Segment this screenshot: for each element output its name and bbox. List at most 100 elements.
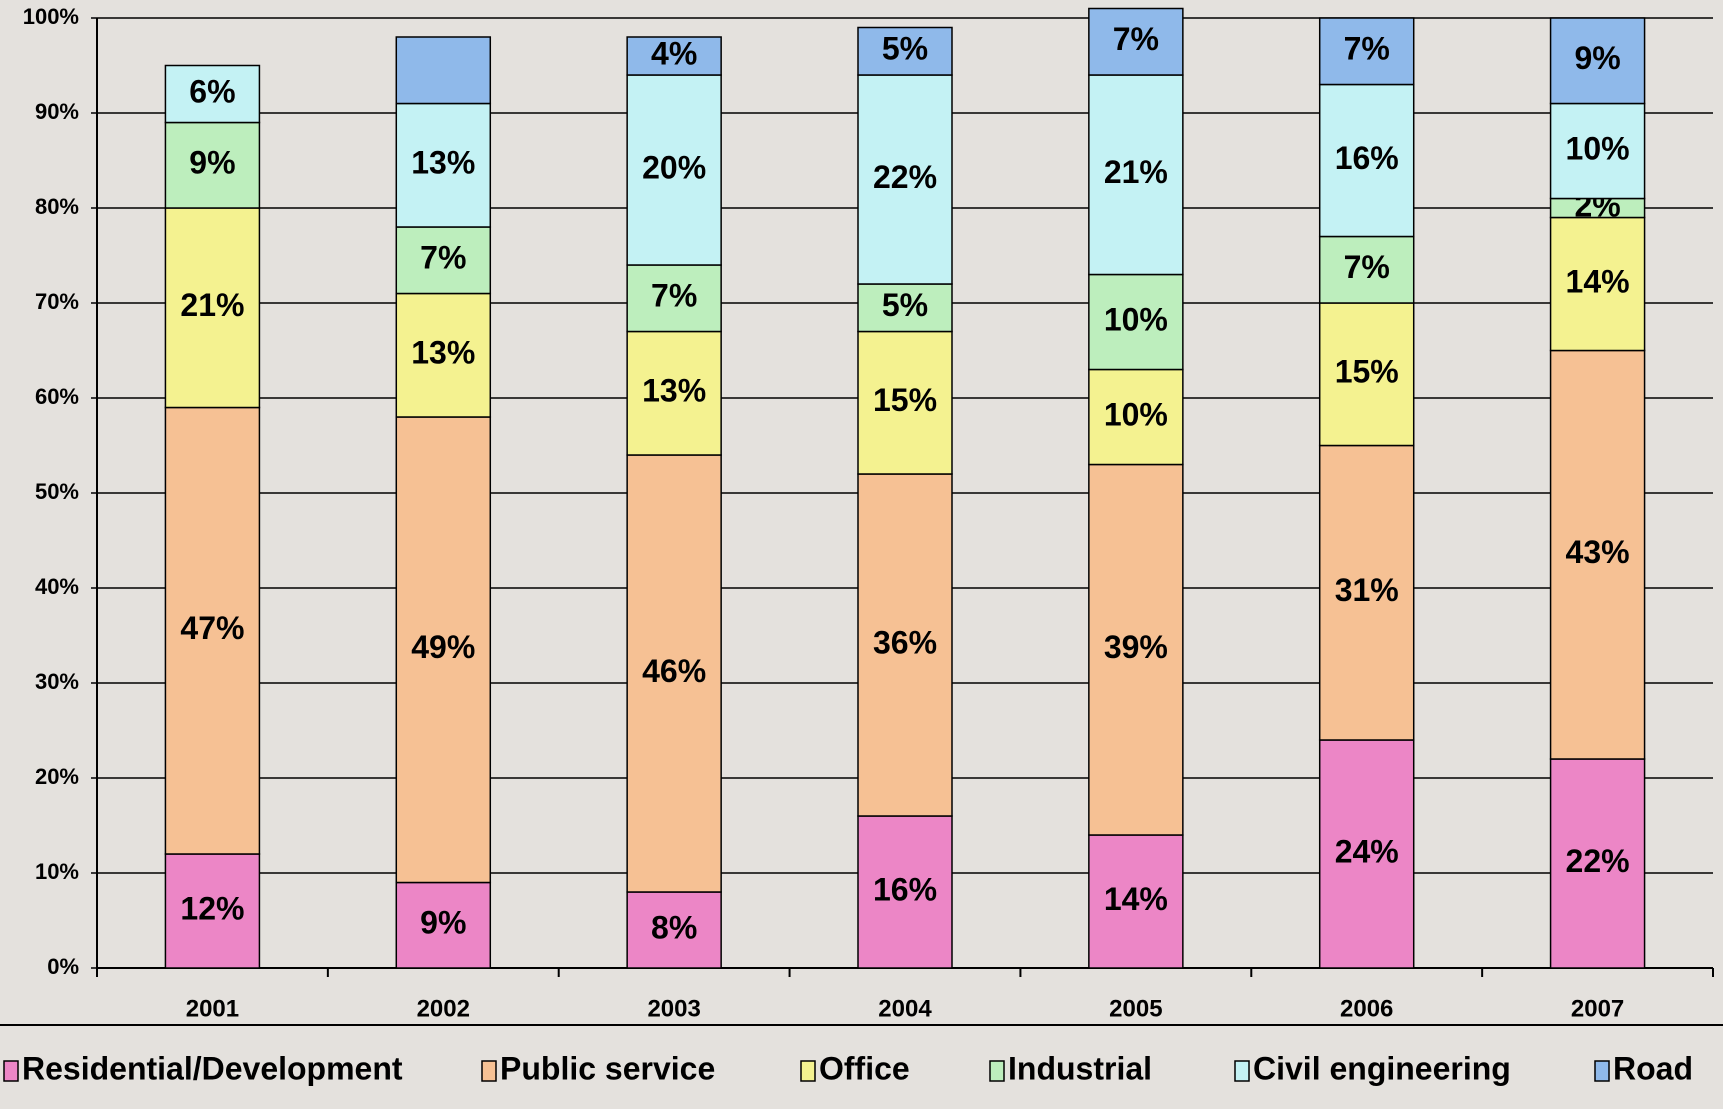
data-label: 46% [642, 653, 706, 689]
bar-segment [857, 815, 953, 969]
legend-swatch [800, 1060, 816, 1082]
bar-segment [1318, 739, 1415, 969]
y-tick-label: 20% [35, 764, 79, 789]
bar-segment [395, 881, 492, 969]
data-label: 9% [420, 905, 466, 941]
data-label: 16% [873, 871, 937, 907]
bar-segment [164, 121, 261, 209]
bar-segment [1088, 463, 1184, 836]
x-tick-label: 2003 [647, 995, 700, 1022]
data-label: 22% [873, 159, 937, 195]
data-label: 22% [1566, 843, 1630, 879]
data-label: 24% [1335, 833, 1399, 869]
bar-segment [1549, 349, 1646, 760]
data-label: 13% [642, 373, 706, 409]
bar-segment [164, 853, 261, 969]
data-label: 49% [411, 629, 475, 665]
bar-segment [1549, 17, 1646, 105]
y-tick-label: 30% [35, 669, 79, 694]
y-tick-label: 90% [35, 99, 79, 124]
bar-segment [164, 207, 261, 409]
x-tick-label: 2001 [186, 995, 239, 1022]
bar-segment [1549, 758, 1646, 969]
bar-segment [626, 74, 722, 266]
bar-segment [1088, 7, 1184, 76]
y-tick-label: 100% [23, 4, 79, 29]
legend-swatch [989, 1060, 1005, 1082]
bar-segment [395, 102, 492, 228]
x-tick-label: 2006 [1340, 995, 1393, 1022]
bar-segment [1318, 444, 1415, 741]
bar-segment [395, 36, 492, 105]
y-tick-label: 0% [47, 954, 79, 979]
bar-segment [857, 473, 953, 817]
bar-segment [1318, 83, 1415, 238]
bar-segment [1318, 302, 1415, 447]
bar-segment [395, 416, 492, 884]
data-label: 8% [651, 909, 697, 945]
bar-segment [1318, 17, 1415, 86]
data-label: 10% [1104, 301, 1168, 337]
legend-label: Residential/Development [22, 1050, 403, 1086]
data-label: 7% [651, 278, 697, 314]
data-label: 21% [1104, 154, 1168, 190]
data-label: 21% [180, 287, 244, 323]
data-label: 13% [411, 145, 475, 181]
data-label: 7% [1344, 31, 1390, 67]
legend-label: Road [1613, 1050, 1693, 1086]
bar-segment [857, 74, 953, 285]
data-label: 4% [651, 35, 697, 71]
data-label: 47% [180, 610, 244, 646]
data-label: 15% [873, 382, 937, 418]
data-label: 9% [189, 145, 235, 181]
legend-label: Industrial [1008, 1050, 1152, 1086]
x-tick-label: 2004 [878, 995, 932, 1022]
bar-segment [164, 406, 261, 855]
x-tick-label: 2002 [417, 995, 470, 1022]
data-label: 14% [1104, 881, 1168, 917]
data-label: 7% [1344, 249, 1390, 285]
bar-segment [1088, 834, 1184, 969]
x-tick-label: 2007 [1571, 995, 1624, 1022]
legend-swatch [3, 1060, 19, 1082]
legend-label: Office [819, 1050, 910, 1086]
data-label: 9% [1574, 40, 1620, 76]
bar-segment [857, 26, 953, 76]
data-label: 14% [1566, 263, 1630, 299]
y-tick-label: 10% [35, 859, 79, 884]
data-label: 13% [411, 335, 475, 371]
data-label: 15% [1335, 354, 1399, 390]
y-tick-label: 50% [35, 479, 79, 504]
data-label: 10% [1566, 130, 1630, 166]
y-tick-label: 60% [35, 384, 79, 409]
data-label: 43% [1566, 534, 1630, 570]
data-label: 16% [1335, 140, 1399, 176]
data-label: 36% [873, 624, 937, 660]
bar-segment [1088, 273, 1184, 371]
y-tick-label: 70% [35, 289, 79, 314]
bar-segment [857, 330, 953, 475]
x-tick-label: 2005 [1109, 995, 1162, 1022]
bar-segment [1088, 74, 1184, 276]
legend-label: Public service [500, 1050, 715, 1086]
bar-segment [857, 283, 953, 333]
data-label: 39% [1104, 629, 1168, 665]
data-label: 7% [420, 240, 466, 276]
y-tick-label: 80% [35, 194, 79, 219]
legend-swatch [1234, 1060, 1250, 1082]
data-label: 10% [1104, 396, 1168, 432]
bar-segment [626, 264, 722, 333]
bar-segment [1088, 368, 1184, 466]
legend-swatch [481, 1060, 497, 1082]
legend-label: Civil engineering [1253, 1050, 1511, 1086]
y-tick-label: 40% [35, 574, 79, 599]
data-label: 12% [180, 890, 244, 926]
data-label: 5% [882, 287, 928, 323]
data-label: 7% [1113, 21, 1159, 57]
bar-segment [164, 64, 261, 124]
data-label: 5% [882, 31, 928, 67]
legend-swatch [1594, 1060, 1610, 1082]
data-label: 31% [1335, 572, 1399, 608]
bar-segment [626, 36, 722, 76]
